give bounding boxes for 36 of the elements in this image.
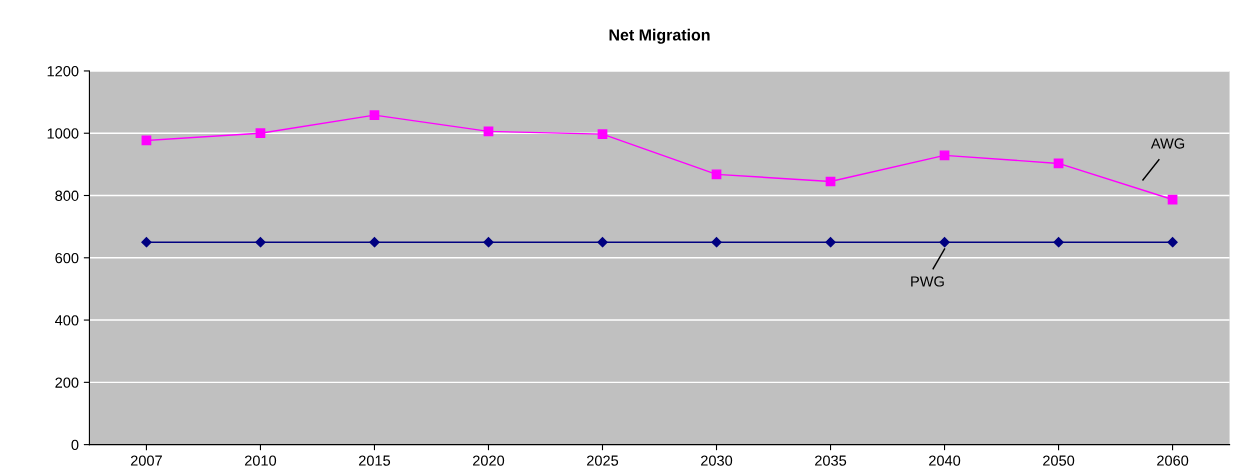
x-tick-label: 2010: [244, 455, 277, 466]
x-tick-label: 2040: [929, 455, 961, 466]
point: [597, 237, 608, 248]
x-tick-label: 2035: [815, 455, 847, 466]
x-tick-label: 2060: [1157, 455, 1189, 466]
point: [369, 110, 380, 121]
point: [255, 128, 266, 139]
x-tick-label: 2050: [1043, 455, 1075, 466]
y-tick-label: 600: [55, 252, 79, 264]
point: [711, 169, 722, 180]
y-tick-label: 0: [71, 439, 79, 451]
point: [1167, 237, 1178, 248]
point: [825, 237, 836, 248]
y-tick-label: 800: [55, 190, 79, 201]
x-tick-label: 2030: [701, 455, 733, 466]
point: [255, 237, 266, 248]
point: [597, 129, 608, 140]
y-tick-label: 400: [55, 315, 79, 326]
point: [483, 126, 494, 137]
point: [141, 237, 152, 248]
x-tick-label: 2015: [358, 455, 391, 466]
point: [1053, 237, 1064, 248]
y-tick-label: 1000: [47, 128, 79, 139]
point: [369, 237, 380, 248]
point: [939, 237, 950, 248]
x-tick-label: 2007: [130, 455, 162, 466]
chart-title: Net Migration: [609, 28, 710, 44]
x-tick-label: 2020: [472, 455, 505, 466]
point: [711, 237, 722, 248]
text: PWG: [911, 276, 944, 287]
y-tick-label: 200: [55, 377, 79, 388]
y-tick-label: 1200: [47, 66, 79, 77]
point: [939, 150, 950, 161]
x-tick-label: 2025: [587, 455, 619, 466]
point: [483, 237, 494, 248]
text: AWG: [1150, 138, 1185, 149]
